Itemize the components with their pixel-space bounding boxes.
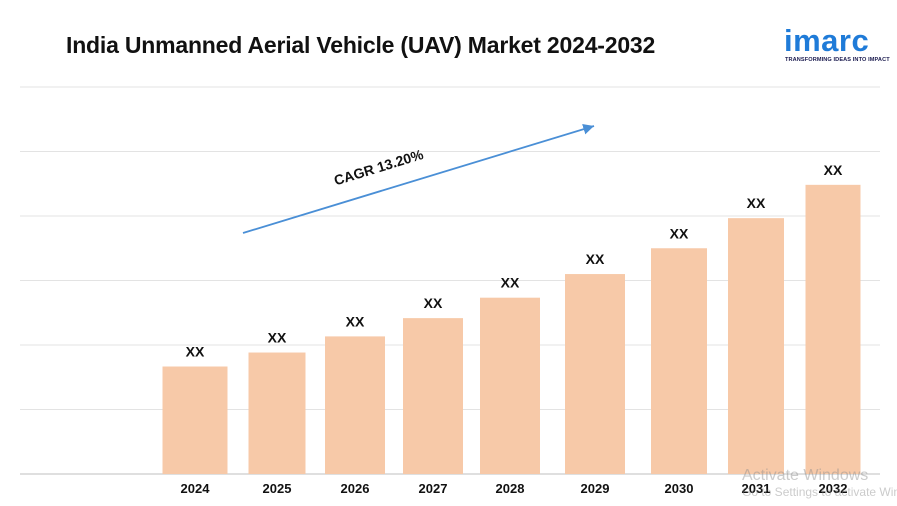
x-tick-label-2029: 2029 bbox=[581, 481, 610, 496]
windows-activation-watermark: Activate Windows Go to Settings to activ… bbox=[742, 467, 897, 501]
x-tick-label-2031: 2031 bbox=[742, 481, 771, 496]
data-label-2024: XX bbox=[186, 344, 205, 360]
x-tick-label-2032: 2032 bbox=[819, 481, 848, 496]
x-tick-label-2026: 2026 bbox=[341, 481, 370, 496]
logo-wordmark: imarc bbox=[784, 23, 870, 58]
data-label-2026: XX bbox=[346, 313, 365, 329]
x-tick-label-2025: 2025 bbox=[263, 481, 292, 496]
x-tick-label-2030: 2030 bbox=[665, 481, 694, 496]
imarc-logo: imarc TRANSFORMING IDEAS INTO IMPACT bbox=[784, 22, 890, 66]
x-tick-label-2028: 2028 bbox=[496, 481, 525, 496]
watermark-line-2: Go to Settings to activate Windows. bbox=[742, 485, 897, 499]
data-label-2027: XX bbox=[424, 295, 443, 311]
bar-2025 bbox=[248, 352, 306, 474]
bar-2026 bbox=[325, 336, 385, 474]
x-tick-label-2027: 2027 bbox=[419, 481, 448, 496]
data-label-2032: XX bbox=[824, 162, 843, 178]
chart-title: India Unmanned Aerial Vehicle (UAV) Mark… bbox=[66, 32, 656, 58]
data-label-2025: XX bbox=[268, 330, 287, 346]
bar-2030 bbox=[651, 248, 707, 474]
watermark-line-1: Activate Windows bbox=[742, 467, 869, 484]
logo-tagline: TRANSFORMING IDEAS INTO IMPACT bbox=[785, 57, 890, 63]
bar-2027 bbox=[403, 318, 463, 474]
bar-2031 bbox=[728, 218, 784, 474]
bar-2024 bbox=[162, 366, 228, 474]
bar-2028 bbox=[480, 297, 540, 474]
data-label-2028: XX bbox=[501, 275, 520, 291]
data-label-2030: XX bbox=[670, 225, 689, 241]
bar-2032 bbox=[805, 184, 861, 474]
data-label-2029: XX bbox=[586, 251, 605, 267]
bar-2029 bbox=[565, 274, 625, 474]
x-tick-label-2024: 2024 bbox=[181, 481, 211, 496]
data-label-2031: XX bbox=[747, 195, 766, 211]
cagr-arrow bbox=[242, 123, 595, 234]
